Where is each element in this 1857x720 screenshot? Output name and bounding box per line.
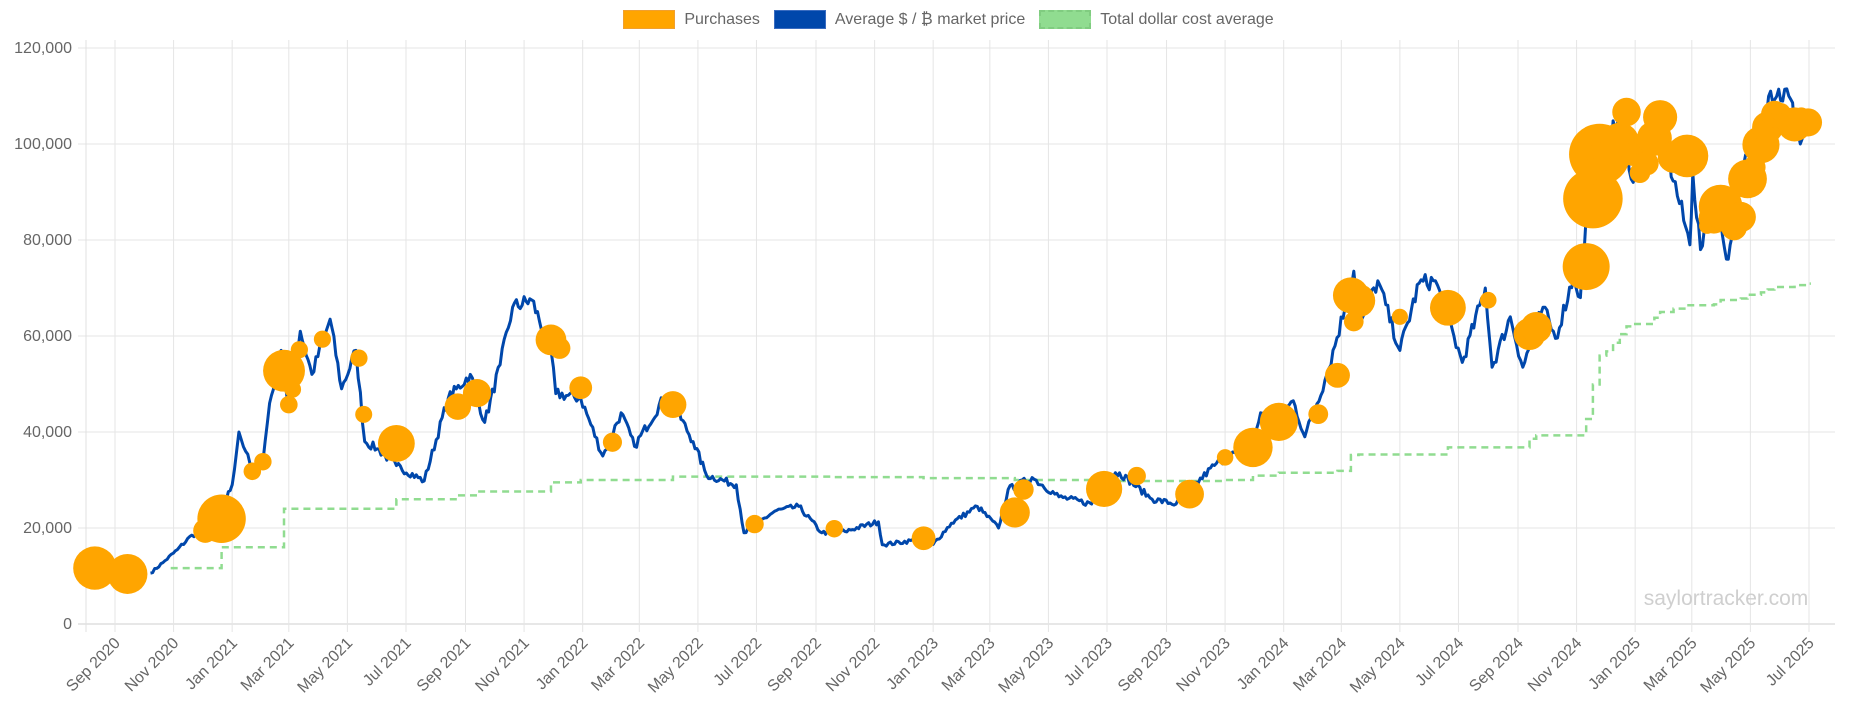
purchase-bubble[interactable] bbox=[462, 379, 492, 408]
legend-item-price[interactable]: Average $ / ₿ market price bbox=[773, 10, 1026, 29]
purchase-bubble[interactable] bbox=[1643, 100, 1678, 135]
x-tick-label: Jan 2024 bbox=[1234, 635, 1293, 694]
purchase-bubble[interactable] bbox=[1175, 479, 1204, 509]
purchase-bubble[interactable] bbox=[1634, 151, 1659, 176]
x-tick-label: Sep 2020 bbox=[63, 635, 124, 696]
purchase-bubble[interactable] bbox=[350, 349, 368, 367]
x-tick-label: Mar 2023 bbox=[939, 635, 999, 695]
purchase-bubble[interactable] bbox=[1563, 168, 1623, 229]
purchase-bubble[interactable] bbox=[355, 405, 373, 423]
purchase-bubble[interactable] bbox=[1725, 201, 1756, 233]
x-tick-label: Mar 2025 bbox=[1641, 635, 1701, 695]
x-tick-label: Jan 2022 bbox=[533, 635, 592, 694]
price-series bbox=[150, 87, 1811, 575]
purchase-bubble[interactable] bbox=[1127, 466, 1146, 486]
purchase-bubble[interactable] bbox=[1013, 479, 1034, 500]
purchases-series bbox=[73, 97, 1823, 594]
x-tick-label: Sep 2023 bbox=[1115, 635, 1176, 696]
purchase-bubble[interactable] bbox=[280, 395, 298, 414]
purchase-bubble[interactable] bbox=[569, 376, 593, 400]
purchase-bubble[interactable] bbox=[377, 425, 415, 462]
y-tick-label: 100,000 bbox=[14, 136, 72, 153]
x-tick-label: Mar 2021 bbox=[238, 635, 298, 695]
x-tick-label: Jan 2021 bbox=[182, 635, 241, 694]
x-tick-label: Jul 2023 bbox=[1061, 635, 1116, 690]
x-tick-label: Nov 2020 bbox=[122, 635, 183, 696]
y-tick-label: 40,000 bbox=[23, 424, 72, 441]
x-tick-label: Nov 2023 bbox=[1173, 635, 1234, 696]
purchase-bubble[interactable] bbox=[313, 330, 332, 348]
x-tick-label: May 2022 bbox=[645, 635, 707, 697]
purchase-bubble[interactable] bbox=[1216, 449, 1234, 466]
purchase-bubble[interactable] bbox=[1793, 108, 1823, 137]
purchase-bubble[interactable] bbox=[1665, 134, 1709, 178]
x-tick-label: Nov 2024 bbox=[1525, 635, 1586, 696]
purchase-bubble[interactable] bbox=[1086, 470, 1123, 508]
x-tick-label: Mar 2024 bbox=[1290, 635, 1350, 695]
purchase-bubble[interactable] bbox=[1612, 97, 1641, 127]
purchase-bubble[interactable] bbox=[444, 393, 472, 420]
purchase-bubble[interactable] bbox=[1233, 427, 1273, 468]
x-tick-label: Jul 2025 bbox=[1763, 635, 1818, 690]
dca-swatch bbox=[1039, 10, 1092, 29]
x-tick-label: May 2023 bbox=[996, 635, 1058, 697]
purchase-bubble[interactable] bbox=[548, 337, 571, 359]
purchase-bubble[interactable] bbox=[1343, 311, 1364, 332]
legend-item-purchases[interactable]: Purchases bbox=[623, 10, 760, 29]
x-tick-label: Jul 2022 bbox=[711, 635, 766, 690]
price-line bbox=[150, 87, 1811, 575]
x-tick-label: May 2025 bbox=[1698, 635, 1760, 697]
x-tick-label: Jan 2023 bbox=[883, 635, 942, 694]
y-tick-label: 80,000 bbox=[23, 232, 72, 249]
purchase-bubble[interactable] bbox=[1341, 283, 1376, 318]
purchase-bubble[interactable] bbox=[999, 497, 1030, 528]
x-tick-label: Jan 2025 bbox=[1585, 635, 1644, 694]
price-swatch bbox=[773, 10, 826, 29]
x-tick-label: Nov 2021 bbox=[472, 635, 533, 696]
purchase-bubble[interactable] bbox=[1429, 289, 1466, 326]
purchases-swatch bbox=[623, 10, 676, 29]
y-tick-label: 120,000 bbox=[14, 40, 72, 57]
purchase-bubble[interactable] bbox=[73, 546, 117, 590]
legend-label: Total dollar cost average bbox=[1100, 10, 1274, 28]
purchase-bubble[interactable] bbox=[602, 432, 623, 452]
purchase-bubble[interactable] bbox=[1562, 243, 1610, 291]
dca-line bbox=[170, 282, 1811, 570]
x-tick-label: Jul 2024 bbox=[1412, 635, 1467, 690]
purchase-bubble[interactable] bbox=[284, 380, 302, 398]
purchase-bubble[interactable] bbox=[107, 554, 148, 594]
purchase-bubble[interactable] bbox=[1479, 291, 1497, 309]
purchase-bubble[interactable] bbox=[825, 519, 843, 538]
dca-series bbox=[170, 282, 1811, 570]
x-tick-label: Sep 2024 bbox=[1466, 635, 1527, 696]
legend-item-dca[interactable]: Total dollar cost average bbox=[1039, 10, 1274, 29]
y-tick-label: 20,000 bbox=[23, 520, 72, 537]
purchase-bubble[interactable] bbox=[197, 494, 246, 543]
x-tick-label: May 2024 bbox=[1347, 635, 1409, 697]
x-tick-label: Sep 2022 bbox=[764, 635, 825, 696]
grid bbox=[78, 40, 1835, 632]
watermark: saylortracker.com bbox=[1644, 587, 1809, 610]
purchase-bubble[interactable] bbox=[1520, 311, 1552, 344]
purchase-bubble[interactable] bbox=[1259, 402, 1298, 441]
x-tick-label: Sep 2021 bbox=[414, 635, 475, 696]
y-tick-label: 60,000 bbox=[23, 328, 72, 345]
purchase-bubble[interactable] bbox=[1308, 404, 1329, 425]
x-tick-label: Mar 2022 bbox=[588, 635, 648, 695]
purchase-bubble[interactable] bbox=[1391, 308, 1408, 325]
legend-label: Average $ / ₿ market price bbox=[834, 10, 1026, 28]
x-tick-label: May 2021 bbox=[295, 635, 357, 697]
x-tick-label: Jul 2021 bbox=[360, 635, 415, 690]
legend-label: Purchases bbox=[684, 10, 760, 28]
purchase-bubble[interactable] bbox=[254, 453, 272, 471]
y-tick-label: 0 bbox=[63, 616, 72, 633]
purchase-bubble[interactable] bbox=[911, 526, 936, 551]
x-tick-label: Nov 2022 bbox=[823, 635, 884, 696]
purchase-bubble[interactable] bbox=[659, 391, 687, 419]
chart-legend: Purchases Average $ / ₿ market price Tot… bbox=[0, 10, 1857, 29]
purchase-bubble[interactable] bbox=[1324, 362, 1350, 388]
purchase-bubble[interactable] bbox=[745, 514, 764, 534]
purchase-bubble[interactable] bbox=[290, 341, 308, 359]
